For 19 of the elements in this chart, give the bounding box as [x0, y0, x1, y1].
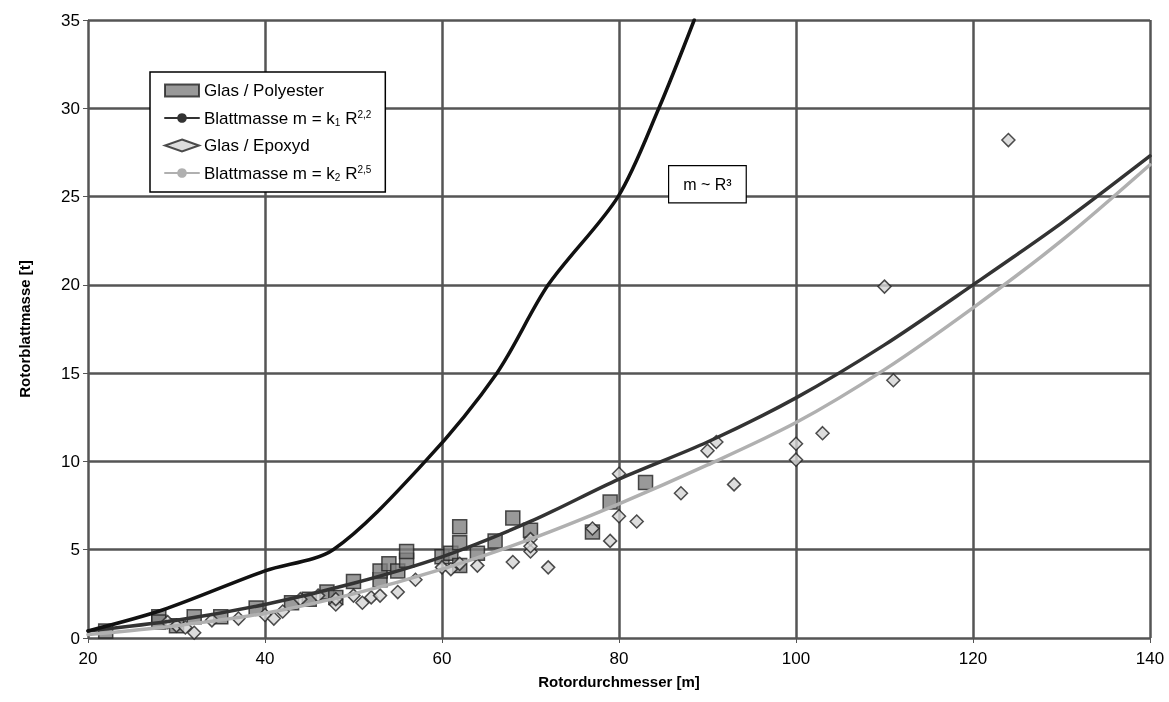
y-axis-title: Rotorblattmasse [t] [16, 260, 33, 398]
y-tick-label: 30 [61, 98, 80, 118]
y-tick-label: 10 [61, 451, 80, 471]
x-tick-label: 120 [958, 649, 988, 668]
annotation: m ~ R³ [683, 175, 733, 193]
y-tick-label: 20 [61, 275, 80, 295]
x-tick-label: 80 [609, 649, 629, 668]
y-tick-label: 5 [70, 540, 80, 560]
y-tick-label: 35 [61, 10, 80, 30]
legend-label: Glas / Polyester [204, 81, 325, 100]
x-tick-label: 60 [432, 649, 452, 668]
x-tick-label: 40 [255, 649, 275, 668]
x-tick-label: 100 [781, 649, 811, 668]
y-tick-label: 0 [70, 628, 80, 648]
x-axis-title: Rotordurchmesser [m] [538, 673, 700, 690]
x-tick-label: 140 [1135, 649, 1165, 668]
y-tick-label: 25 [61, 187, 80, 207]
legend-label: Glas / Epoxyd [204, 136, 310, 155]
y-tick-label: 15 [61, 363, 80, 383]
